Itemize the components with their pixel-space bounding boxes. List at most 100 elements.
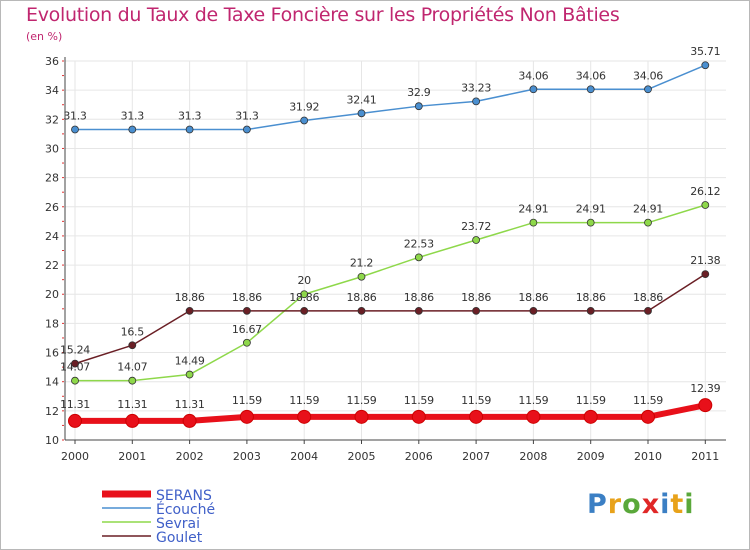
logo-letter: i bbox=[660, 489, 671, 520]
data-label-Sevrai: 14.07 bbox=[60, 361, 90, 374]
data-point-SERANS bbox=[354, 409, 369, 424]
data-point-Écouché bbox=[357, 109, 366, 118]
data-label-Sevrai: 24.91 bbox=[576, 203, 606, 216]
data-point-Goulet bbox=[357, 306, 366, 315]
legend-label-Goulet: Goulet bbox=[156, 530, 203, 546]
data-point-SERANS bbox=[583, 409, 598, 424]
data-point-Sevrai bbox=[586, 218, 595, 227]
data-point-SERANS bbox=[698, 398, 713, 413]
y-tick-label: 28 bbox=[45, 172, 59, 185]
logo-letter: i bbox=[684, 489, 695, 520]
logo-letter: P bbox=[587, 489, 608, 520]
x-tick-label: 2003 bbox=[233, 450, 261, 463]
data-label-Goulet: 18.86 bbox=[518, 291, 548, 304]
data-point-Écouché bbox=[185, 125, 194, 134]
x-tick-label: 2010 bbox=[634, 450, 662, 463]
data-point-Sevrai bbox=[414, 253, 423, 262]
data-point-Sevrai bbox=[644, 218, 652, 227]
y-tick-label: 26 bbox=[45, 201, 59, 214]
data-point-Sevrai bbox=[300, 290, 309, 299]
x-tick-label: 2004 bbox=[290, 450, 318, 463]
y-tick-label: 22 bbox=[45, 259, 59, 272]
series-line-Écouché bbox=[75, 64, 706, 131]
data-label-Écouché: 31.92 bbox=[289, 100, 319, 113]
data-point-Goulet bbox=[414, 306, 423, 315]
data-point-SERANS bbox=[641, 409, 655, 424]
data-label-Écouché: 31.3 bbox=[235, 110, 259, 123]
data-label-Écouché: 34.06 bbox=[576, 69, 606, 82]
data-point-Goulet bbox=[644, 306, 652, 315]
data-point-Goulet bbox=[242, 306, 251, 315]
x-tick-label: 2006 bbox=[405, 450, 433, 463]
data-label-SERANS: 11.59 bbox=[289, 394, 319, 407]
data-point-Goulet bbox=[586, 306, 595, 315]
series-line-SERANS bbox=[75, 402, 706, 424]
logo-letter: x bbox=[641, 489, 661, 520]
series-line-Goulet bbox=[74, 273, 706, 365]
legend-label-Écouché: Écouché bbox=[156, 501, 215, 518]
data-label-Goulet: 18.86 bbox=[289, 291, 319, 304]
proxiti-logo: Proxiti bbox=[587, 489, 695, 520]
data-label-Sevrai: 24.91 bbox=[518, 203, 548, 216]
data-point-SERANS bbox=[239, 409, 254, 424]
data-point-SERANS bbox=[125, 413, 140, 428]
chart-unit-label: (en %) bbox=[26, 30, 63, 43]
data-label-Goulet: 18.86 bbox=[461, 291, 491, 304]
data-label-SERANS: 11.59 bbox=[461, 394, 491, 407]
data-label-Écouché: 31.3 bbox=[178, 110, 202, 123]
logo-letter: r bbox=[607, 489, 623, 520]
logo-letter: t bbox=[670, 489, 685, 520]
data-label-Sevrai: 24.91 bbox=[633, 203, 663, 216]
data-label-SERANS: 11.31 bbox=[60, 398, 90, 411]
data-point-Goulet bbox=[128, 341, 137, 350]
data-label-Goulet: 15.24 bbox=[60, 344, 90, 357]
data-point-Écouché bbox=[414, 102, 423, 111]
data-label-SERANS: 12.39 bbox=[690, 382, 720, 395]
data-label-Goulet: 18.86 bbox=[633, 291, 663, 304]
y-tick-label: 32 bbox=[45, 113, 59, 126]
data-label-Écouché: 31.3 bbox=[121, 110, 145, 123]
data-point-Écouché bbox=[644, 85, 652, 94]
data-point-Écouché bbox=[242, 125, 251, 134]
x-tick-label: 2009 bbox=[577, 450, 605, 463]
y-tick-label: 20 bbox=[45, 288, 59, 301]
data-label-Goulet: 18.86 bbox=[576, 291, 606, 304]
data-point-SERANS bbox=[297, 409, 312, 424]
data-point-Sevrai bbox=[701, 201, 710, 209]
data-label-Goulet: 21.38 bbox=[690, 254, 720, 267]
data-point-Goulet bbox=[71, 359, 79, 368]
data-label-Écouché: 35.71 bbox=[690, 45, 720, 58]
data-label-SERANS: 11.59 bbox=[232, 394, 262, 407]
data-label-Sevrai: 20 bbox=[297, 274, 311, 287]
y-tick-label: 24 bbox=[45, 230, 59, 243]
data-label-Sevrai: 23.72 bbox=[461, 220, 491, 233]
y-tick-label: 14 bbox=[45, 376, 59, 389]
data-label-SERANS: 11.31 bbox=[175, 398, 205, 411]
data-label-Écouché: 33.23 bbox=[461, 81, 491, 94]
x-tick-label: 2011 bbox=[691, 450, 719, 463]
data-point-Écouché bbox=[472, 97, 481, 106]
data-label-SERANS: 11.59 bbox=[347, 394, 377, 407]
x-tick-label: 2001 bbox=[118, 450, 146, 463]
legend-label-SERANS: SERANS bbox=[156, 488, 212, 504]
data-label-Goulet: 18.86 bbox=[175, 291, 205, 304]
data-point-SERANS bbox=[68, 413, 82, 428]
data-label-SERANS: 11.31 bbox=[117, 398, 147, 411]
data-point-Goulet bbox=[529, 306, 538, 315]
y-tick-label: 36 bbox=[45, 55, 59, 68]
data-label-Sevrai: 14.49 bbox=[175, 355, 205, 368]
data-label-Goulet: 18.86 bbox=[232, 291, 262, 304]
data-point-Sevrai bbox=[357, 272, 366, 281]
data-point-SERANS bbox=[411, 409, 426, 424]
data-label-Sevrai: 21.2 bbox=[350, 257, 373, 270]
legend-label-Sevrai: Sevrai bbox=[156, 516, 200, 532]
data-point-Sevrai bbox=[128, 376, 137, 385]
data-point-Écouché bbox=[300, 116, 309, 125]
y-tick-label: 18 bbox=[45, 317, 59, 330]
data-point-Sevrai bbox=[242, 338, 251, 347]
data-label-Écouché: 32.41 bbox=[347, 93, 377, 106]
y-tick-label: 10 bbox=[45, 434, 59, 447]
data-point-SERANS bbox=[526, 409, 541, 424]
